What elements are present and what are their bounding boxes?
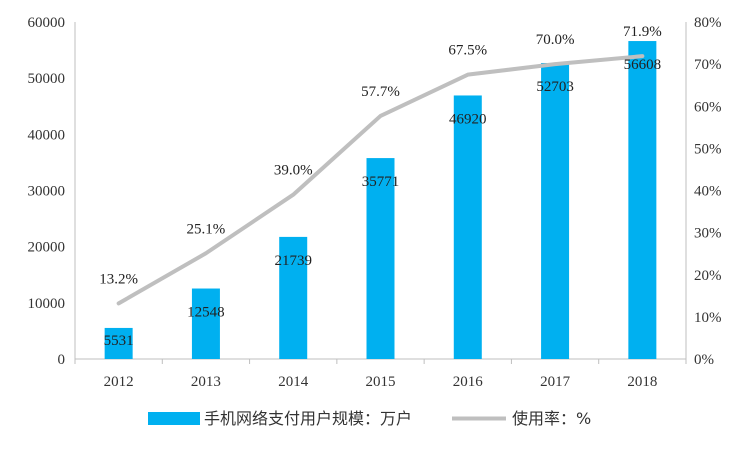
legend-bar-swatch (148, 412, 200, 425)
bar-value-label: 56608 (624, 57, 662, 73)
x-tick-label: 2012 (104, 374, 134, 390)
y-left-tick-label: 60000 (28, 15, 66, 31)
y-right-tick-label: 80% (694, 15, 722, 31)
bar (279, 236, 308, 359)
x-tick-label: 2017 (540, 374, 571, 390)
y-left-tick-label: 10000 (28, 296, 66, 312)
y-right-tick-label: 20% (694, 268, 722, 284)
y-right-tick-label: 10% (694, 310, 722, 326)
legend-bar-label: 手机网络支付用户规模：万户 (204, 409, 412, 428)
y-left-tick-label: 0 (58, 352, 66, 368)
bar-value-label: 35771 (362, 174, 400, 190)
y-left-tick-label: 30000 (28, 184, 66, 200)
bar-value-label: 46920 (449, 111, 487, 127)
bar-series (104, 41, 657, 360)
bar-value-label: 12548 (187, 305, 225, 321)
bar (453, 95, 482, 359)
y-left-tick-label: 20000 (28, 240, 66, 256)
y-right-tick-label: 40% (694, 184, 722, 200)
bar (191, 288, 220, 359)
y-right-tick-label: 0% (694, 352, 714, 368)
bar-value-label: 21739 (274, 253, 312, 269)
bar (104, 327, 133, 359)
line-path (116, 54, 645, 306)
y-right-tick-label: 50% (694, 141, 722, 157)
line-value-label: 70.0% (536, 32, 575, 48)
line-value-label: 71.9% (623, 24, 662, 40)
y-right-tick-label: 60% (694, 99, 722, 115)
legend-line-label: 使用率：% (512, 409, 591, 428)
x-tick-label: 2014 (278, 374, 309, 390)
line-series (116, 54, 645, 306)
line-value-label: 57.7% (361, 84, 400, 100)
line-value-label: 13.2% (99, 271, 138, 287)
chart-axes: 0 10000 20000 30000 40000 50000 60000 0% 10% 20% 3… (28, 15, 722, 390)
line-value-label: 25.1% (187, 221, 226, 237)
bar-value-label: 5531 (104, 333, 134, 349)
line-value-label: 39.0% (274, 163, 313, 179)
bar-value-label: 52703 (536, 79, 574, 95)
bar (541, 62, 570, 360)
x-tick-label: 2018 (627, 374, 657, 390)
y-right-tick-label: 70% (694, 57, 722, 73)
line-value-label: 67.5% (448, 43, 487, 59)
bar (366, 158, 395, 359)
data-labels: 5531 12548 21739 35771 46920 52703 56608 13.2% 2… (99, 24, 661, 349)
x-tick-label: 2015 (366, 374, 396, 390)
y-right-tick-label: 30% (694, 226, 722, 242)
y-left-tick-label: 40000 (28, 127, 66, 143)
bar (628, 41, 657, 360)
y-left-tick-label: 50000 (28, 71, 66, 87)
x-tick-label: 2016 (453, 374, 484, 390)
x-tick-label: 2013 (191, 374, 221, 390)
legend: 手机网络支付用户规模：万户 使用率：% (148, 409, 591, 428)
